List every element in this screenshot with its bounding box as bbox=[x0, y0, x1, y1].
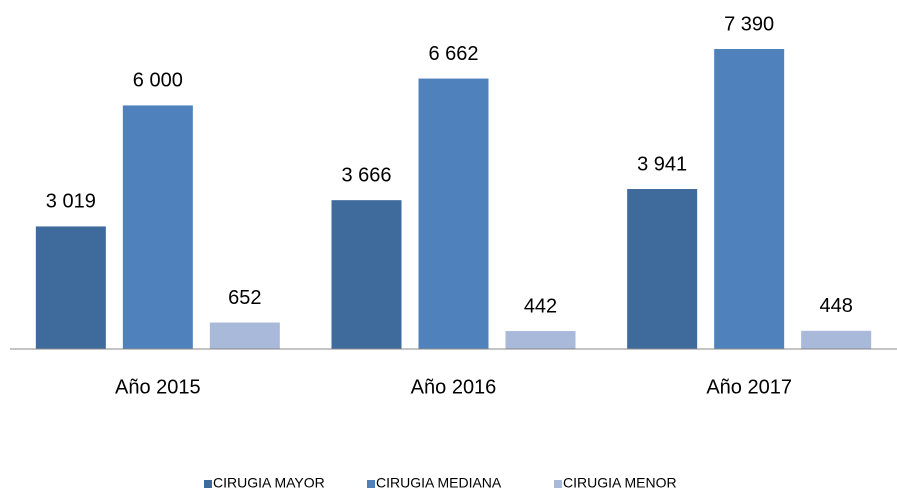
bar bbox=[714, 49, 785, 349]
legend-label: CIRUGIA MENOR bbox=[563, 475, 677, 490]
legend-marker bbox=[554, 480, 562, 488]
legend-marker bbox=[367, 480, 375, 488]
x-tick-label: Año 2016 bbox=[411, 376, 497, 398]
legend-label: CIRUGIA MAYOR bbox=[213, 475, 325, 490]
data-label: 652 bbox=[228, 287, 261, 309]
data-label: 3 019 bbox=[46, 191, 96, 213]
x-tick-label: Año 2015 bbox=[115, 376, 201, 398]
bar bbox=[331, 200, 402, 349]
legend-label: CIRUGIA MEDIANA bbox=[376, 475, 502, 490]
data-label: 6 662 bbox=[428, 43, 478, 65]
bar bbox=[505, 331, 576, 349]
bar bbox=[801, 330, 872, 349]
legend-marker bbox=[204, 480, 212, 488]
data-label: 448 bbox=[819, 295, 852, 317]
data-label: 7 390 bbox=[724, 13, 774, 35]
bar bbox=[209, 322, 280, 349]
bar bbox=[418, 78, 489, 349]
bar bbox=[35, 226, 106, 349]
data-label: 442 bbox=[524, 295, 557, 317]
x-tick-label: Año 2017 bbox=[706, 376, 792, 398]
bar bbox=[627, 189, 698, 349]
data-label: 6 000 bbox=[133, 70, 183, 92]
bar bbox=[122, 105, 193, 349]
data-label: 3 941 bbox=[637, 153, 687, 175]
data-label: 3 666 bbox=[341, 164, 391, 186]
